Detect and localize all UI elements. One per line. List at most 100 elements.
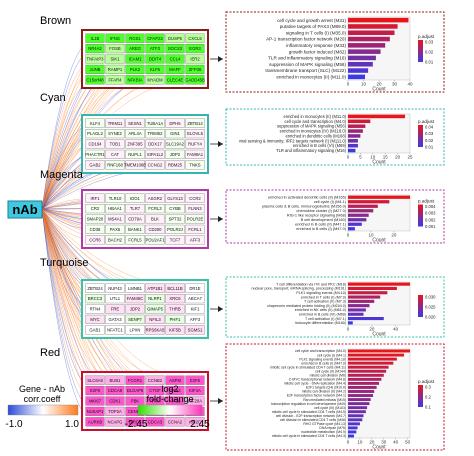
enrichment-bar <box>348 373 384 377</box>
gene-node <box>105 304 125 314</box>
gene-label: IL1B <box>91 36 100 41</box>
gene-node <box>105 64 125 74</box>
gene-node <box>85 325 105 335</box>
enrichment-bar <box>348 304 370 308</box>
gene-label: NUPL1 <box>128 152 142 157</box>
gene-node <box>145 160 165 170</box>
gene-label: FAM46C <box>127 296 143 301</box>
enrichment-bar <box>348 61 373 67</box>
gene-node <box>185 64 205 74</box>
padj-legend-bar <box>418 125 423 147</box>
gene-label: ELOVL5 <box>187 131 204 136</box>
gene-node <box>145 314 165 324</box>
gene-label: RUFY4 <box>188 142 202 147</box>
gene-label: CCNG2 <box>148 162 163 167</box>
gene-label: SESN1 <box>128 121 142 126</box>
gene-label: CTGF <box>149 388 161 393</box>
gene-node <box>105 75 125 85</box>
gene-node <box>85 139 105 149</box>
enrichment-bar <box>348 24 398 29</box>
axis-tick-label: 20 <box>391 233 397 238</box>
gene-label: ABCA7 <box>188 296 202 301</box>
gene-label: ATF3 <box>150 46 161 51</box>
gene-label: BUB1 <box>110 378 122 383</box>
axis-tick-label: 0 <box>347 82 350 87</box>
gene-node <box>125 417 145 427</box>
gene-node <box>125 64 145 74</box>
gene-label: DLGAP5 <box>127 388 144 393</box>
enrichment-term-label: cell division - E2F transcription networ… <box>276 414 346 418</box>
fc-legend-min: -2.45 <box>125 419 148 430</box>
enrichment-bar <box>348 349 410 353</box>
gene-node <box>105 118 125 128</box>
arrow-head <box>218 216 223 222</box>
gene-label: MAFF <box>169 67 181 72</box>
enrichment-term-label: enriched in B cells (VI) (M69) <box>299 313 346 317</box>
gene-label: IRF1 <box>90 196 100 201</box>
gene-node <box>145 54 165 64</box>
gene-node <box>185 304 205 314</box>
padj-legend-value: 0.1 <box>425 405 431 410</box>
enrichment-term-label: putative targets of PAX3 (M89.0) <box>280 24 347 29</box>
enrichment-bar <box>348 30 395 36</box>
enrichment-term-label: T cell activation (I) (M7.1) <box>305 317 346 321</box>
gene-label: RGS1 <box>129 36 141 41</box>
gene-label: RPS6KA5 <box>146 327 166 332</box>
axis-x-label: Count <box>372 445 386 451</box>
enrichment-bar <box>348 55 376 61</box>
gene-label: KIF5B <box>169 327 181 332</box>
gene-node <box>145 304 165 314</box>
gene-node <box>85 417 105 427</box>
axis-tick-label: 40 <box>407 82 413 87</box>
gene-node <box>125 139 145 149</box>
gene-node <box>125 304 145 314</box>
padj-legend-title: p.adjust <box>418 199 435 204</box>
gene-label: CDCA8 <box>108 388 123 393</box>
gene-label: CAT <box>111 152 120 157</box>
enrichment-term-label: cell cycle (I) (M4.1) <box>314 200 347 204</box>
padj-legend-title: p.adjust <box>418 119 435 124</box>
gene-node <box>165 64 185 74</box>
enrichment-bar <box>348 143 358 148</box>
enrichment-bar <box>348 222 362 226</box>
axis-x-label: Count <box>372 87 386 93</box>
gene-label: CD38 <box>90 227 101 232</box>
enrichment-bar <box>348 369 387 373</box>
gene-label: CDK1 <box>109 399 121 404</box>
enrichment-bar <box>348 321 353 325</box>
axis-tick-label: 0 <box>347 233 350 238</box>
gene-node <box>85 375 105 385</box>
enrichment-term-label: chaperonin mediated protein folding (II)… <box>267 304 346 308</box>
gene-node <box>85 314 105 324</box>
gene-node <box>85 75 105 85</box>
gene-label: EGR3 <box>189 46 201 51</box>
hub-label: nAb <box>12 202 37 217</box>
gene-label: PBK <box>131 399 140 404</box>
gene-node <box>85 214 105 224</box>
enrichment-term-label: AP-1 transcription factor network (M20) <box>266 37 346 42</box>
gene-label: KLF4 <box>90 121 101 126</box>
gene-node <box>145 33 165 43</box>
gene-label: GIN1 <box>170 131 180 136</box>
gene-node <box>165 325 185 335</box>
enrichment-bar <box>348 357 397 361</box>
gene-node <box>145 224 165 234</box>
gene-label: SIK1 <box>110 57 120 62</box>
enrichment-term-label: enriched in monocytes (II) (M11.0) <box>283 114 346 119</box>
padj-legend-value: 0.04 <box>425 125 434 130</box>
gene-node <box>145 214 165 224</box>
gene-label: BANK1 <box>128 227 142 232</box>
gene-node <box>125 386 145 396</box>
gene-label: RTN4 <box>90 307 102 312</box>
gene-label: ZNF395 <box>127 142 143 147</box>
gene-label: BRCC3 <box>88 296 103 301</box>
gene-node <box>185 149 205 159</box>
enrichment-term-label: E2F1 targets (Q4) (M10.0) <box>306 386 346 390</box>
gene-label: FOSB <box>109 46 121 51</box>
gene-label: POLR2J <box>167 227 183 232</box>
enrichment-term-label: signaling in T cells (I) (M35.0) <box>286 30 347 35</box>
gene-node <box>105 417 125 427</box>
enrichment-bar <box>348 36 390 42</box>
gene-label: MS4A1 <box>108 217 122 222</box>
gene-node <box>125 204 145 214</box>
